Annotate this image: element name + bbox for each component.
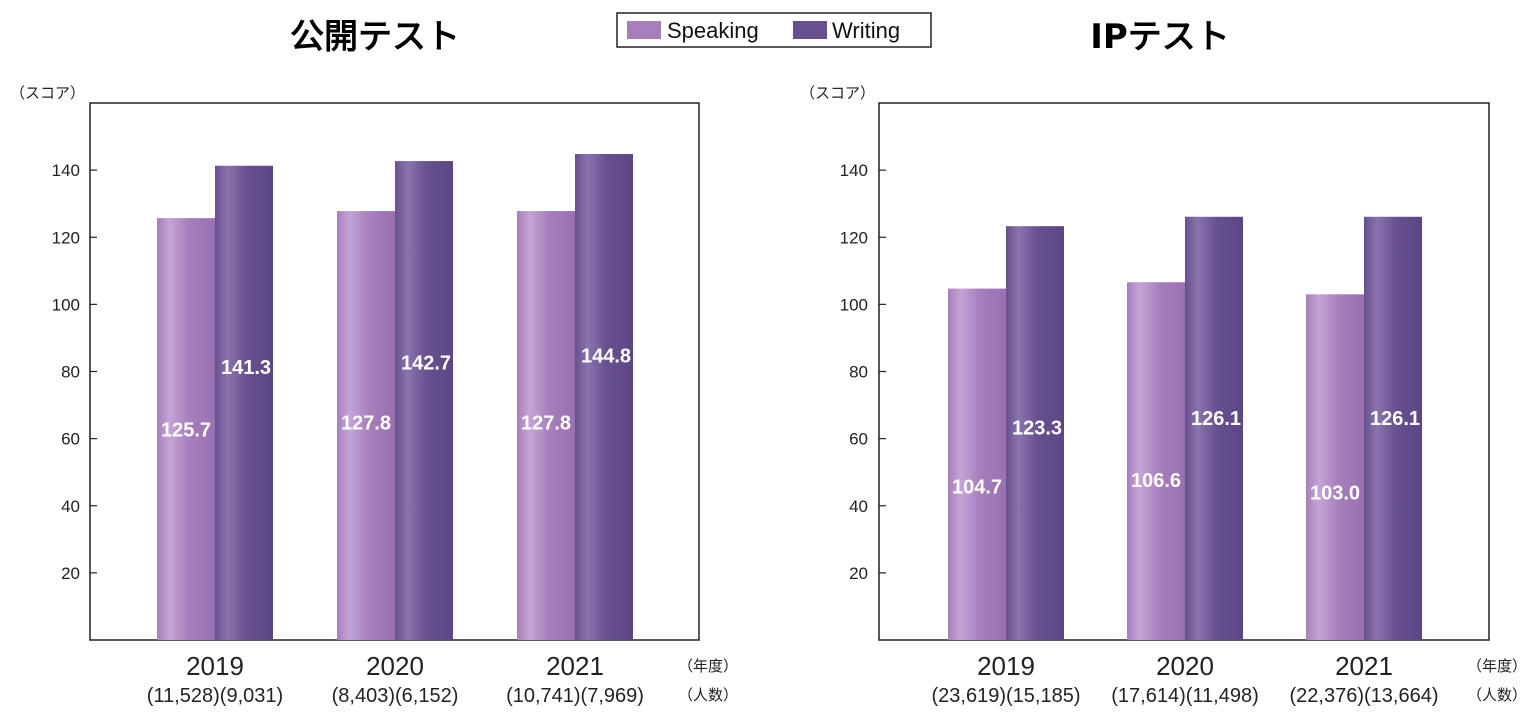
bar-writing-2020 [1185,216,1243,641]
bars [948,216,1422,641]
data-label-writing-2019: 123.3 [1012,418,1062,440]
chart-public-test: 公開テスト （スコア） 20 40 60 80 100 120 140 125.7 141.3… [10,17,738,707]
bar-speaking-2021 [1306,294,1364,640]
legend-label-speaking: Speaking [667,18,759,43]
bar-writing-2020 [395,161,453,641]
count-axis-label: （人数） [678,686,738,704]
x-axis-label: （年度） [678,657,738,675]
legend-swatch-speaking [627,21,661,39]
y-tick-label: 80 [61,363,80,382]
bar-writing-2019 [1006,226,1064,640]
bar-speaking-2019 [157,218,215,640]
x-tick-label-2019: 2019 [977,651,1035,681]
bar-writing-2019 [215,165,273,640]
x-axis-labels: 2019 (23,619)(15,185) 2020 (17,614)(11,498)… [932,651,1439,707]
bar-speaking-2020 [1127,282,1185,640]
legend-box [616,12,932,48]
y-axis-label: （スコア） [10,84,85,102]
data-label-writing-2019: 141.3 [221,357,271,379]
data-label-speaking-2020: 127.8 [341,413,391,435]
x-tick-label-2020: 2020 [1156,651,1214,681]
x-tick-label-2021: 2021 [1335,651,1393,681]
legend-swatch-writing [793,21,827,39]
bar-writing-2021 [575,154,633,640]
legend: Speaking Writing [616,12,932,48]
data-label-speaking-2019: 104.7 [952,477,1002,499]
x-count-label-2021: (22,376)(13,664) [1290,685,1439,707]
y-axis-ticks: 20 40 60 80 100 120 140 [52,161,97,583]
chart-ip-test: IPテスト （スコア） 20 40 60 80 100 120 140 104.7 123.3… [800,17,1527,707]
x-count-label-2020: (8,403)(6,152) [332,685,459,707]
bar-speaking-2021 [517,211,575,641]
y-tick-label: 140 [840,161,868,180]
x-tick-label-2019: 2019 [186,651,244,681]
x-tick-label-2021: 2021 [546,651,604,681]
y-tick-label: 60 [61,430,80,449]
legend-label-writing: Writing [832,18,900,43]
data-label-speaking-2021: 103.0 [1310,482,1360,504]
y-tick-label: 20 [849,564,868,583]
bar-speaking-2019 [948,288,1006,640]
y-tick-label: 120 [840,228,868,247]
y-tick-label: 120 [52,228,80,247]
x-count-label-2019: (23,619)(15,185) [932,685,1081,707]
x-count-label-2019: (11,528)(9,031) [147,685,283,707]
y-tick-label: 20 [61,564,80,583]
y-tick-label: 80 [849,363,868,382]
count-axis-label: （人数） [1467,686,1527,704]
y-tick-label: 40 [61,497,80,516]
chart-title: 公開テスト [290,17,460,57]
bars [157,154,633,641]
chart-title: IPテスト [1090,17,1230,57]
data-label-speaking-2020: 106.6 [1131,470,1181,492]
x-count-label-2021: (10,741)(7,969) [506,685,644,707]
value-labels: 104.7 123.3 106.6 126.1 103.0 126.1 [952,408,1420,504]
data-label-speaking-2019: 125.7 [161,420,211,442]
y-tick-label: 140 [52,161,80,180]
x-axis-label: （年度） [1467,657,1527,675]
data-label-writing-2021: 144.8 [581,345,631,367]
y-axis-label: （スコア） [800,84,875,102]
bar-speaking-2020 [337,211,395,641]
y-axis-ticks: 20 40 60 80 100 120 140 [840,161,886,583]
data-label-writing-2021: 126.1 [1370,408,1420,430]
y-tick-label: 100 [52,295,80,314]
data-label-writing-2020: 126.1 [1191,408,1241,430]
y-tick-label: 100 [840,295,868,314]
x-tick-label-2020: 2020 [366,651,424,681]
x-count-label-2020: (17,614)(11,498) [1111,685,1259,707]
data-label-speaking-2021: 127.8 [521,413,571,435]
value-labels: 125.7 141.3 127.8 142.7 127.8 144.8 [161,345,631,441]
y-tick-label: 60 [849,430,868,449]
bar-writing-2021 [1364,216,1422,641]
data-label-writing-2020: 142.7 [401,352,451,374]
y-tick-label: 40 [849,497,868,516]
x-axis-labels: 2019 (11,528)(9,031) 2020 (8,403)(6,152) 202… [147,651,644,707]
